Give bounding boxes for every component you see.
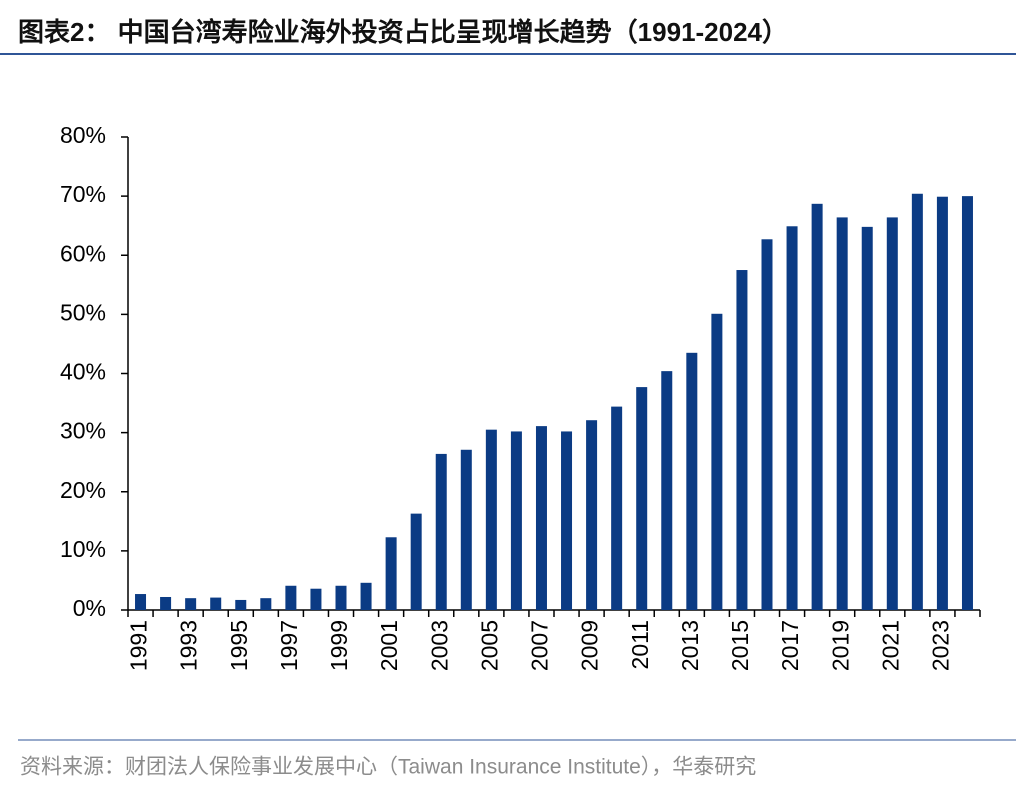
- bar: [936, 196, 948, 610]
- bar: [135, 594, 147, 610]
- x-tick-label: 2019: [827, 620, 853, 671]
- y-tick-label: 0%: [73, 595, 106, 621]
- bar: [911, 193, 923, 610]
- bar: [861, 226, 873, 610]
- chart-title: 图表2： 中国台湾寿险业海外投资占比呈现增长趋势（1991-2024）: [18, 17, 788, 47]
- bar: [886, 217, 898, 610]
- bar: [686, 352, 698, 610]
- x-tick-label: 2003: [426, 620, 452, 671]
- x-tick-label: 2009: [577, 620, 603, 671]
- x-tick-label: 1997: [276, 620, 302, 671]
- bar: [310, 588, 322, 610]
- x-tick-label: 1999: [326, 620, 352, 671]
- bar: [586, 420, 598, 610]
- bar: [260, 598, 272, 610]
- x-tick-label: 2021: [877, 620, 903, 671]
- bar: [761, 239, 773, 610]
- x-tick-label: 2007: [527, 620, 553, 671]
- bar: [185, 598, 197, 610]
- y-tick-label: 30%: [60, 418, 106, 444]
- x-tick-label: 2011: [627, 620, 653, 669]
- source-note: 资料来源：财团法人保险事业发展中心（Taiwan Insurance Insti…: [20, 756, 756, 779]
- bar: [210, 597, 222, 610]
- bar: [335, 585, 347, 610]
- bar: [836, 217, 848, 610]
- y-tick-label: 50%: [60, 299, 106, 325]
- bar: [535, 426, 547, 610]
- bar: [636, 387, 648, 610]
- bar: [561, 431, 573, 610]
- bar: [385, 537, 397, 610]
- bar: [285, 585, 297, 610]
- x-tick-label: 2023: [927, 620, 953, 671]
- y-tick-label: 20%: [60, 477, 106, 503]
- x-tick-label: 2013: [677, 620, 703, 671]
- bar: [460, 449, 472, 610]
- x-tick-label: 1995: [226, 620, 252, 671]
- y-tick-label: 80%: [60, 122, 106, 148]
- x-tick-label: 2017: [777, 620, 803, 671]
- y-tick-label: 40%: [60, 359, 106, 385]
- bar: [510, 431, 522, 610]
- bar: [435, 453, 447, 610]
- bar: [235, 599, 247, 610]
- x-tick-label: 1991: [126, 620, 152, 671]
- bar: [811, 203, 823, 610]
- bar: [485, 429, 497, 610]
- bar: [611, 406, 623, 610]
- bar: [410, 513, 422, 610]
- bar: [711, 313, 723, 610]
- y-tick-label: 60%: [60, 240, 106, 266]
- bar: [661, 371, 673, 610]
- bar: [786, 226, 798, 610]
- x-tick-label: 2005: [476, 620, 502, 671]
- y-tick-label: 70%: [60, 181, 106, 207]
- bar: [360, 582, 372, 610]
- bar: [961, 196, 973, 610]
- x-tick-label: 2001: [376, 620, 402, 671]
- bar: [160, 596, 172, 610]
- x-tick-label: 2015: [727, 620, 753, 671]
- x-tick-label: 1993: [176, 620, 202, 671]
- y-tick-label: 10%: [60, 536, 106, 562]
- bar: [736, 270, 748, 610]
